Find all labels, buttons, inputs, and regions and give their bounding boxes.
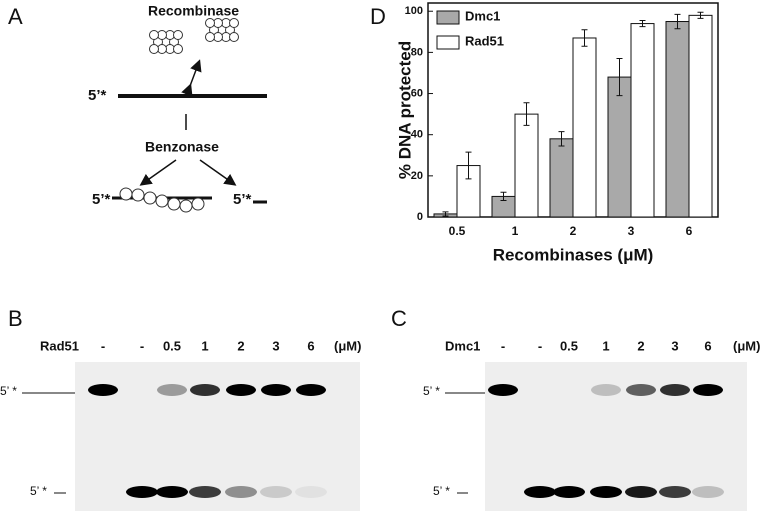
unit-label: (μM) (733, 338, 760, 353)
lane-label: - (501, 338, 505, 353)
y-tick-label: 100 (405, 5, 423, 17)
lane-label: 1 (602, 338, 609, 353)
gel-band (296, 384, 326, 396)
marker-label: 5’ * (0, 384, 17, 398)
gel-band (156, 486, 188, 498)
binding-arrow (181, 59, 202, 97)
end-label: 5’* (233, 191, 252, 208)
y-tick-label: 40 (411, 129, 423, 141)
bar (665, 21, 690, 218)
lane-label: 3 (671, 338, 678, 353)
gel-band (260, 486, 292, 498)
bar (607, 76, 632, 218)
gel-band (524, 486, 556, 498)
error-bar (697, 11, 704, 19)
gel-band (488, 384, 518, 396)
gel-band (190, 384, 220, 396)
end-label: 5’* (88, 87, 107, 104)
error-bar (523, 102, 530, 126)
x-tick-label: 6 (686, 224, 693, 238)
x-tick-label: 2 (570, 224, 577, 238)
gel-band (261, 384, 291, 396)
lane-label: 1 (201, 338, 208, 353)
gel-band (590, 486, 622, 498)
gel-band (659, 486, 691, 498)
panel-a: A Recombinase 5’* Benzonase 5’* 5’* (8, 3, 267, 213)
error-bar (639, 19, 646, 28)
lane-label: 2 (637, 338, 644, 353)
marker-label: 5’ * (30, 484, 47, 498)
x-tick-label: 1 (512, 224, 519, 238)
y-tick-label: 60 (411, 87, 423, 99)
error-bar (500, 191, 507, 202)
gel-band (626, 384, 656, 396)
panel-label: A (8, 4, 23, 29)
panel-label: D (370, 4, 386, 29)
x-tick-label: 3 (628, 224, 635, 238)
arrow (139, 159, 177, 186)
lane-label: - (140, 338, 144, 353)
bar (688, 14, 713, 218)
gel-band (591, 384, 621, 396)
gel-band (157, 384, 187, 396)
panel-label: B (8, 306, 23, 331)
gel-band (189, 486, 221, 498)
protein-label: Dmc1 (445, 338, 480, 353)
bar (630, 23, 655, 218)
lane-label: - (101, 338, 105, 353)
gel-band (692, 486, 724, 498)
benzonase-label: Benzonase (145, 139, 219, 155)
gel-panel: C Dmc1 (μM) - - 0.5 1 2 3 6 5’ * 5’ * (391, 306, 760, 511)
protein-label: Rad51 (40, 338, 79, 353)
error-bar (442, 211, 449, 217)
bar (549, 138, 574, 218)
end-label: 5’* (92, 191, 111, 208)
lane-label: 0.5 (560, 338, 578, 353)
error-bar (674, 13, 681, 30)
legend-swatch (436, 35, 460, 50)
x-tick-label: 0.5 (449, 224, 466, 238)
gel-band (226, 384, 256, 396)
gel-band (295, 486, 327, 498)
lane-label: 2 (237, 338, 244, 353)
gel-band (225, 486, 257, 498)
gel-band (660, 384, 690, 396)
error-bar (465, 151, 472, 180)
marker-label: 5’ * (423, 384, 440, 398)
arrow (199, 159, 237, 186)
marker-label: 5’ * (433, 484, 450, 498)
legend-swatch (436, 10, 460, 25)
recombinase-icon (205, 18, 239, 42)
gel-band (625, 486, 657, 498)
y-tick-label: 0 (417, 211, 423, 223)
recombinase-label: Recombinase (148, 3, 239, 19)
bar (514, 113, 539, 218)
unit-label: (μM) (334, 338, 361, 353)
lane-label: 0.5 (163, 338, 181, 353)
error-bar (616, 58, 623, 97)
legend-label: Rad51 (465, 33, 504, 48)
gel-band (88, 384, 118, 396)
error-bar (581, 29, 588, 47)
x-axis-title: Recombinases (μM) (493, 245, 654, 264)
gel-band (126, 486, 158, 498)
lane-label: 3 (272, 338, 279, 353)
y-axis-title: % DNA protected (395, 41, 414, 179)
lane-label: 6 (704, 338, 711, 353)
recombinase-icon (149, 30, 183, 54)
legend-label: Dmc1 (465, 8, 500, 23)
gel-band (693, 384, 723, 396)
gel-panel: B Rad51 (μM) - - 0.5 1 2 3 6 5’ * 5’ * (0, 306, 361, 511)
y-tick-label: 80 (411, 46, 423, 58)
gel-band (553, 486, 585, 498)
error-bar (558, 131, 565, 147)
protein-coat (119, 187, 205, 213)
bar (572, 37, 597, 218)
panel-label: C (391, 306, 407, 331)
lane-label: 6 (307, 338, 314, 353)
y-tick-label: 20 (411, 170, 423, 182)
lane-label: - (538, 338, 542, 353)
